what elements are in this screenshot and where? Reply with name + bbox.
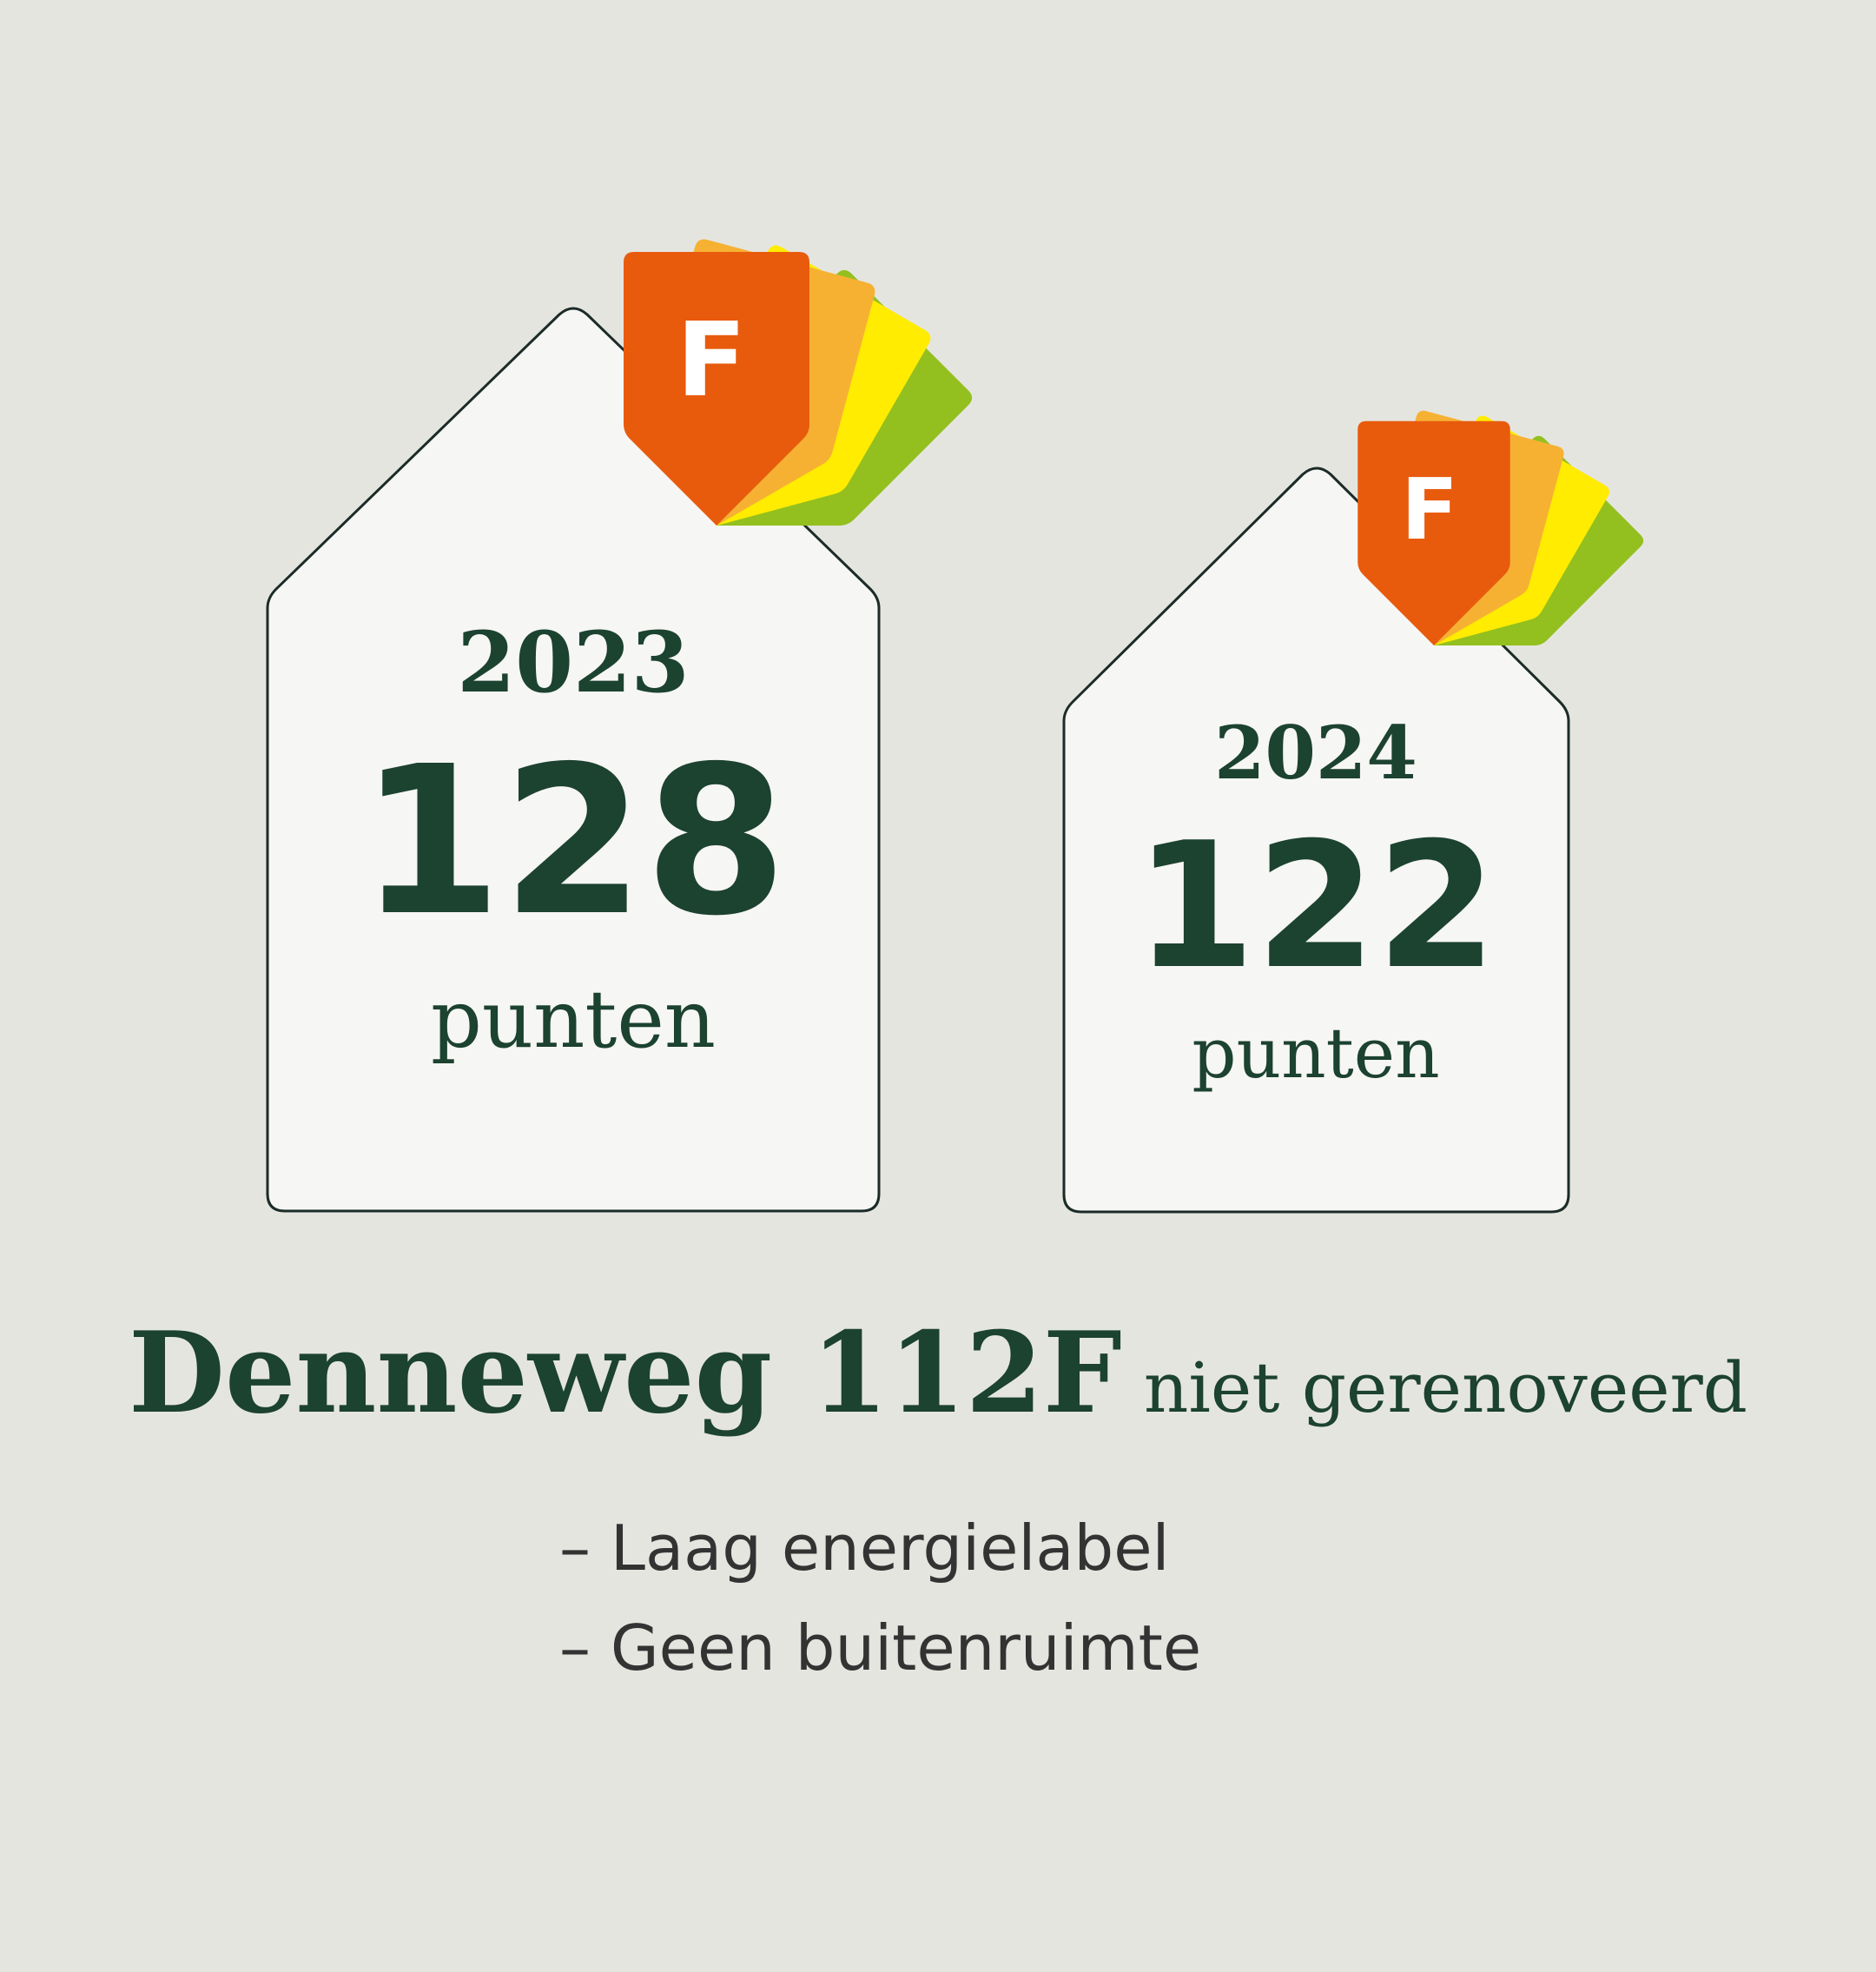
property-title: Denneweg 112F niet gerenoveerd (129, 1308, 1747, 1439)
energy-label-fan-2023: F (624, 239, 973, 526)
unit-2023: punten (431, 973, 716, 1066)
points-2024: 122 (1134, 805, 1496, 1008)
unit-2024: punten (1192, 1013, 1439, 1094)
year-2024: 2024 (1214, 710, 1417, 796)
house-2023 (266, 307, 881, 1213)
energy-label-letter: F (1401, 460, 1458, 559)
year-2023: 2023 (457, 613, 689, 711)
bullet-item: – Laag energielabel (559, 1512, 1170, 1585)
points-2023: 128 (360, 722, 788, 961)
bullet-item: – Geen buitenruimte (559, 1611, 1201, 1684)
address: Denneweg 112F (129, 1308, 1122, 1439)
energy-label-fan-2024: F (1357, 410, 1644, 645)
house-2024 (1062, 467, 1570, 1214)
energy-label-card-f (624, 252, 809, 526)
energy-label-card-f (1357, 420, 1510, 645)
energy-label-letter: F (677, 300, 747, 420)
renovation-status: niet gerenoveerd (1144, 1347, 1747, 1428)
